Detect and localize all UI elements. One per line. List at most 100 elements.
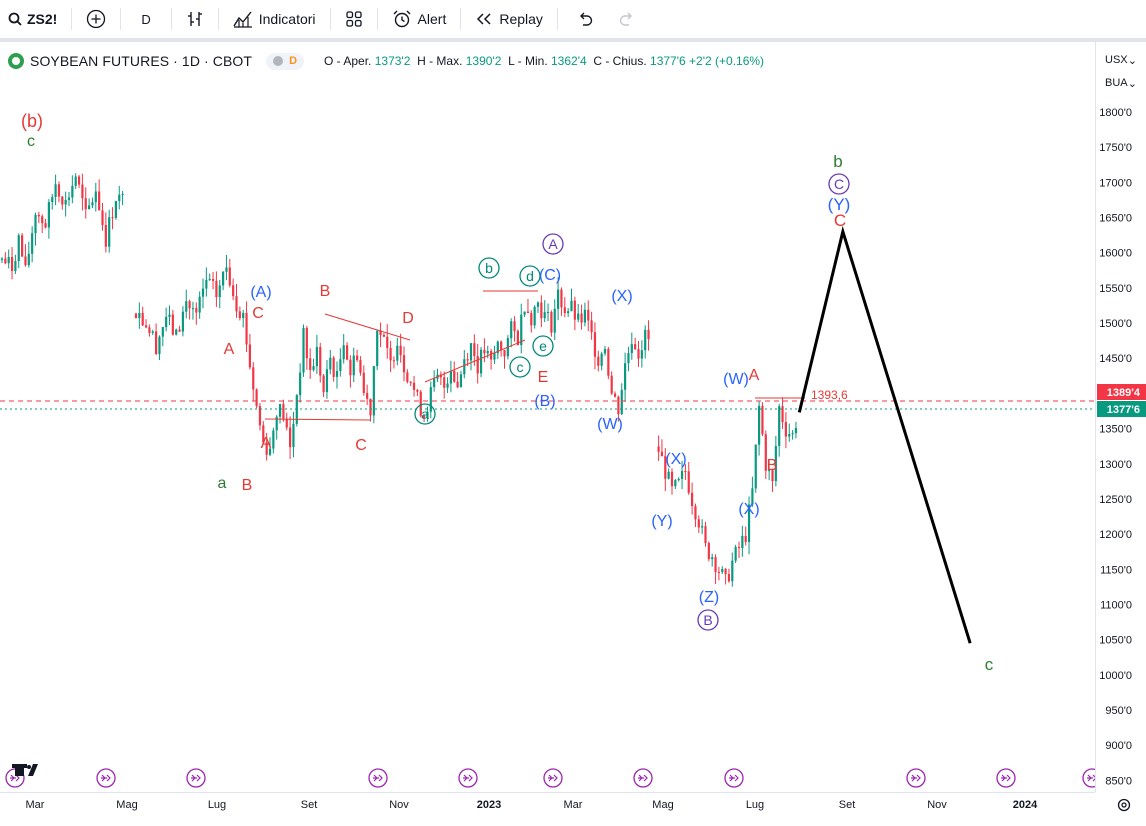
candle-body bbox=[64, 199, 67, 205]
circled-wave-label: d bbox=[519, 265, 541, 287]
alarm-clock-icon bbox=[393, 10, 411, 28]
price-tick-label: 1500'0 bbox=[1099, 318, 1132, 330]
candle-body bbox=[265, 442, 268, 455]
candle-body bbox=[282, 404, 285, 419]
scale-selector[interactable]: BUA ⌄ bbox=[1102, 73, 1140, 93]
candle-body bbox=[701, 526, 704, 528]
candle-body bbox=[677, 478, 680, 481]
candle-body bbox=[134, 313, 138, 319]
wave-label: A bbox=[261, 435, 272, 452]
plus-circle-icon bbox=[87, 9, 106, 29]
candle-body bbox=[570, 300, 573, 312]
interval-button[interactable]: D bbox=[125, 0, 166, 38]
candle-body bbox=[21, 235, 24, 257]
price-scale[interactable]: USX ⌄ BUA ⌄ 1800'0 1750'0 1700'0 1650'0 1600'0… bbox=[1095, 42, 1146, 792]
circled-wave-label: c bbox=[509, 356, 531, 378]
candle-body bbox=[644, 329, 647, 351]
svg-text:e: e bbox=[539, 338, 547, 354]
candle-body bbox=[717, 572, 720, 574]
time-tick-label: Nov bbox=[389, 799, 409, 811]
candle-body bbox=[412, 382, 416, 390]
indicators-button[interactable]: Indicatori bbox=[223, 0, 326, 38]
candle-body bbox=[148, 327, 151, 333]
candle-body bbox=[630, 344, 633, 354]
price-tick-label: 1100'0 bbox=[1100, 599, 1132, 611]
indicators-icon bbox=[233, 11, 252, 28]
candle-body bbox=[778, 406, 781, 447]
wave-label: C bbox=[834, 211, 846, 230]
price-tick-label: 900'0 bbox=[1105, 740, 1132, 752]
wave-label: b bbox=[833, 152, 842, 171]
candle-body bbox=[268, 448, 272, 455]
price-tick-label: 1650'0 bbox=[1099, 213, 1132, 225]
chart-container[interactable]: (b) c a B A C (A) A B D C E (C) (B) (X) … bbox=[0, 42, 1146, 826]
unit-selector[interactable]: USX ⌄ bbox=[1102, 50, 1140, 70]
chevron-down-icon: ⌄ bbox=[1127, 77, 1137, 90]
candle-body bbox=[292, 423, 295, 448]
open-label: O - Aper. bbox=[324, 54, 372, 68]
candle-body bbox=[315, 347, 318, 367]
candle-body bbox=[24, 256, 27, 266]
symbol-search-button[interactable]: ZS2! bbox=[0, 0, 67, 38]
candle-body bbox=[262, 425, 265, 443]
candle-body bbox=[473, 343, 476, 357]
wave-label: (X) bbox=[665, 451, 686, 468]
high-label: H - Max. bbox=[417, 54, 463, 68]
candle-body bbox=[660, 451, 664, 457]
candle-body bbox=[111, 217, 114, 219]
candle-body bbox=[252, 367, 255, 390]
settings-gear-icon[interactable] bbox=[1116, 797, 1132, 813]
wave-label: A bbox=[749, 367, 760, 384]
candle-body bbox=[37, 214, 40, 217]
candle-body bbox=[235, 296, 238, 312]
legend-status-pill[interactable]: D bbox=[266, 52, 305, 70]
candle-body bbox=[536, 302, 540, 307]
alert-button[interactable]: Alert bbox=[382, 0, 457, 38]
candle-body bbox=[419, 391, 422, 416]
layout-templates-button[interactable] bbox=[335, 0, 373, 38]
candle-body bbox=[319, 347, 322, 376]
replay-button[interactable]: Replay bbox=[465, 0, 553, 38]
time-tick-label: Lug bbox=[746, 799, 764, 811]
candle-body bbox=[711, 557, 714, 560]
candle-body bbox=[218, 285, 221, 298]
high-value: 1390'2 bbox=[465, 54, 502, 68]
redo-button[interactable] bbox=[608, 0, 646, 38]
candle-body bbox=[647, 329, 650, 340]
wave-label: B bbox=[320, 283, 331, 300]
compare-symbol-button[interactable] bbox=[76, 0, 116, 38]
undo-button[interactable] bbox=[562, 0, 608, 38]
legend-title: SOYBEAN FUTURES · 1D · CBOT bbox=[30, 53, 253, 69]
candle-body bbox=[359, 360, 362, 373]
toolbar-divider bbox=[120, 8, 122, 30]
candle-body bbox=[751, 488, 754, 505]
svg-text:c: c bbox=[517, 359, 524, 375]
candle-body bbox=[325, 369, 329, 393]
price-chart[interactable]: (b) c a B A C (A) A B D C E (C) (B) (X) … bbox=[0, 42, 1146, 826]
candle-body bbox=[98, 191, 101, 211]
candle-body bbox=[242, 312, 245, 319]
price-tick-label: 950'0 bbox=[1105, 705, 1132, 717]
svg-text:b: b bbox=[485, 260, 493, 276]
candle-body bbox=[54, 184, 57, 197]
undo-icon bbox=[579, 12, 593, 26]
candle-body bbox=[352, 355, 355, 376]
candle-body bbox=[121, 193, 124, 195]
candle-body bbox=[188, 301, 191, 309]
time-scale[interactable] bbox=[0, 792, 1095, 826]
toolbar-divider bbox=[460, 8, 462, 30]
candle-body bbox=[215, 280, 218, 298]
candle-body bbox=[520, 314, 523, 346]
price-tick-label: 1250'0 bbox=[1099, 494, 1132, 506]
drawing-lines bbox=[264, 290, 805, 421]
chart-type-button[interactable] bbox=[176, 0, 214, 38]
time-tick-label: 2024 bbox=[1013, 799, 1038, 811]
candle-body bbox=[27, 253, 30, 266]
candle-body bbox=[185, 301, 188, 312]
wave-label: (b) bbox=[21, 111, 43, 131]
chevron-down-icon: ⌄ bbox=[1127, 54, 1137, 67]
svg-text:C: C bbox=[834, 176, 844, 192]
candle-body bbox=[640, 350, 643, 359]
candle-body bbox=[258, 406, 262, 426]
candle-body bbox=[84, 198, 87, 210]
